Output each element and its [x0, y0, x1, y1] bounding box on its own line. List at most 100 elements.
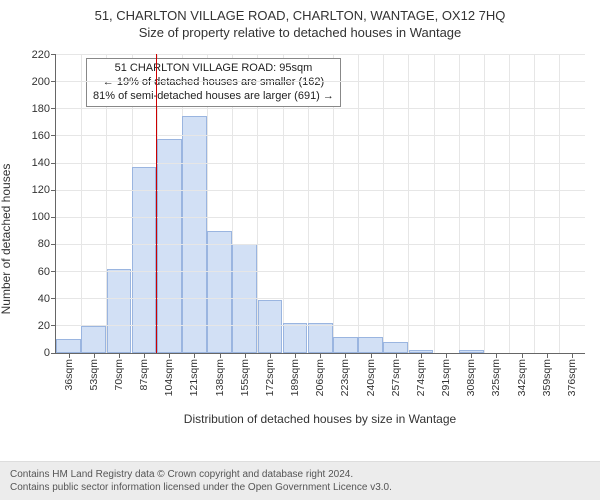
xtick-label: 138sqm: [214, 359, 226, 396]
ytick-label: 200: [32, 76, 50, 88]
grid-line-h: [56, 298, 585, 299]
xtick-label: 240sqm: [365, 359, 377, 396]
xtick-mark: [496, 353, 497, 358]
xtick-mark: [94, 353, 95, 358]
ytick-label: 160: [32, 130, 50, 142]
ytick-label: 140: [32, 157, 50, 169]
xtick-label: 53sqm: [88, 359, 100, 391]
grid-line-h: [56, 244, 585, 245]
ytick-mark: [51, 217, 56, 218]
xtick-mark: [320, 353, 321, 358]
histogram-bar: [157, 139, 182, 353]
license-footer: Contains HM Land Registry data © Crown c…: [0, 461, 600, 500]
xtick-label: 104sqm: [163, 359, 175, 396]
page-subtitle: Size of property relative to detached ho…: [0, 23, 600, 40]
xtick-mark: [522, 353, 523, 358]
ytick-label: 80: [38, 238, 50, 250]
xtick-mark: [471, 353, 472, 358]
ytick-label: 120: [32, 184, 50, 196]
histogram-bar: [56, 339, 81, 353]
xtick-mark: [220, 353, 221, 358]
xtick-label: 206sqm: [314, 359, 326, 396]
x-axis-label: Distribution of detached houses by size …: [55, 412, 585, 426]
grid-line-h: [56, 135, 585, 136]
xtick-label: 155sqm: [239, 359, 251, 396]
footer-line: Contains public sector information licen…: [10, 481, 590, 494]
xtick-mark: [421, 353, 422, 358]
ytick-label: 220: [32, 49, 50, 61]
ytick-mark: [51, 325, 56, 326]
ytick-label: 20: [38, 320, 50, 332]
annotation-line: 81% of semi-detached houses are larger (…: [93, 90, 334, 104]
grid-line-h: [56, 325, 585, 326]
xtick-label: 36sqm: [63, 359, 75, 391]
histogram-bar: [358, 337, 383, 353]
xtick-label: 121sqm: [188, 359, 200, 396]
ytick-mark: [51, 353, 56, 354]
xtick-mark: [169, 353, 170, 358]
histogram-bar: [258, 300, 283, 353]
histogram-bar: [283, 323, 308, 353]
xtick-label: 308sqm: [465, 359, 477, 396]
grid-line-h: [56, 54, 585, 55]
histogram-bar: [207, 231, 232, 353]
xtick-mark: [572, 353, 573, 358]
ytick-mark: [51, 298, 56, 299]
histogram-bar: [383, 342, 408, 353]
xtick-mark: [69, 353, 70, 358]
histogram-bar: [81, 326, 106, 353]
xtick-label: 325sqm: [490, 359, 502, 396]
xtick-label: 291sqm: [440, 359, 452, 396]
histogram-bar: [182, 116, 207, 353]
histogram-bar: [308, 323, 333, 353]
xtick-label: 189sqm: [289, 359, 301, 396]
ytick-mark: [51, 163, 56, 164]
ytick-label: 0: [44, 347, 50, 359]
ytick-mark: [51, 271, 56, 272]
ytick-mark: [51, 244, 56, 245]
reference-line: [156, 54, 158, 353]
xtick-label: 274sqm: [415, 359, 427, 396]
xtick-mark: [119, 353, 120, 358]
histogram-bar: [107, 269, 132, 353]
ytick-label: 60: [38, 266, 50, 278]
grid-line-h: [56, 108, 585, 109]
xtick-mark: [547, 353, 548, 358]
grid-line-h: [56, 190, 585, 191]
xtick-mark: [295, 353, 296, 358]
ytick-mark: [51, 190, 56, 191]
footer-line: Contains HM Land Registry data © Crown c…: [10, 468, 590, 481]
xtick-label: 342sqm: [516, 359, 528, 396]
xtick-label: 172sqm: [264, 359, 276, 396]
annotation-line: ← 19% of detached houses are smaller (16…: [93, 76, 334, 90]
xtick-label: 257sqm: [390, 359, 402, 396]
xtick-mark: [245, 353, 246, 358]
histogram-bar: [333, 337, 358, 353]
ytick-label: 100: [32, 211, 50, 223]
ytick-mark: [51, 135, 56, 136]
ytick-label: 180: [32, 103, 50, 115]
ytick-mark: [51, 81, 56, 82]
xtick-label: 223sqm: [339, 359, 351, 396]
xtick-label: 87sqm: [138, 359, 150, 391]
page-title-address: 51, CHARLTON VILLAGE ROAD, CHARLTON, WAN…: [0, 0, 600, 23]
grid-line-h: [56, 163, 585, 164]
xtick-mark: [345, 353, 346, 358]
xtick-mark: [396, 353, 397, 358]
ytick-label: 40: [38, 293, 50, 305]
xtick-label: 359sqm: [541, 359, 553, 396]
xtick-mark: [194, 353, 195, 358]
ytick-mark: [51, 54, 56, 55]
xtick-mark: [371, 353, 372, 358]
xtick-label: 376sqm: [566, 359, 578, 396]
ytick-mark: [51, 108, 56, 109]
xtick-mark: [446, 353, 447, 358]
plot-area: 51 CHARLTON VILLAGE ROAD: 95sqm ← 19% of…: [55, 54, 585, 354]
grid-line-h: [56, 271, 585, 272]
annotation-line: 51 CHARLTON VILLAGE ROAD: 95sqm: [93, 62, 334, 76]
xtick-label: 70sqm: [113, 359, 125, 391]
chart-container: Number of detached houses 51 CHARLTON VI…: [0, 44, 600, 434]
xtick-mark: [144, 353, 145, 358]
annotation-box: 51 CHARLTON VILLAGE ROAD: 95sqm ← 19% of…: [86, 58, 341, 107]
xtick-mark: [270, 353, 271, 358]
